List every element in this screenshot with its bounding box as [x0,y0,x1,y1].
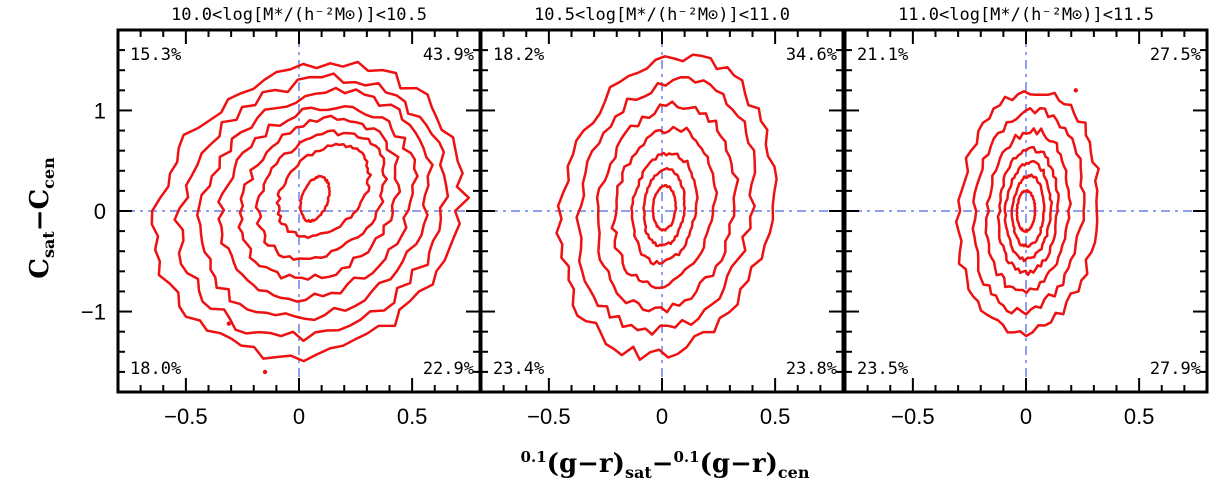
contour-level-3 [984,127,1072,295]
quadrant-fraction-upper-left: 18.2% [493,45,544,65]
contour-level-6 [642,166,687,248]
y-label-a: C [25,258,55,279]
panels-group: −0.5 0 0.5 −1 0 1 10.0<log[M*/(h⁻²M⊙)]<10.5 15.… [81,5,1209,429]
x-tick-label: 0.5 [397,404,428,429]
contour-level-6 [254,129,389,261]
contour-level-6 [1010,173,1046,248]
contour-level-1 [954,90,1100,338]
panel-frame [843,28,1209,394]
x-tick-label: 0.5 [1124,404,1155,429]
panel-frame [479,28,845,394]
contour-level-4 [610,125,719,290]
quadrant-fraction-lower-right: 23.8% [786,359,837,379]
contour-level-2 [971,107,1086,316]
y-tick-label: 0 [94,199,106,224]
contour-level-2 [575,75,757,336]
x-tick-label: 0.5 [760,404,791,429]
quadrant-fraction-upper-left: 21.1% [857,45,908,65]
contour-level-5 [630,151,699,266]
quadrant-fraction-upper-right: 34.6% [786,45,837,65]
contour-level-1 [555,53,778,362]
x-label-pre2: 0.1 [674,448,700,466]
x-tick-label: 0 [656,404,668,429]
y-label-a-sub: sat [39,231,58,258]
panel-title: 10.5<log[M*/(h⁻²M⊙)]<11.0 [534,5,790,25]
quadrant-fraction-upper-left: 15.3% [130,45,181,65]
contour-level-4 [217,105,419,303]
x-tick-label: 0 [293,404,305,429]
x-label-mid: − [652,449,674,479]
panel-1: −0.5 0 0.5 −1 0 1 10.0<log[M*/(h⁻²M⊙)]<10.5 15.… [81,5,482,429]
x-tick-label: 0 [1020,404,1032,429]
x-label-sub: sat [625,463,652,482]
quadrant-fraction-lower-left: 23.4% [493,359,544,379]
y-label-mid: −C [25,189,55,231]
quadrant-fraction-lower-left: 23.5% [857,359,908,379]
x-label-base2: (g−r) [700,449,778,479]
x-tick-label: −0.5 [527,404,570,429]
quadrant-fraction-lower-right: 22.9% [423,359,474,379]
contour-level-2 [173,72,450,343]
y-axis-label: Csat−Ccen [25,157,58,279]
contour-level-7 [651,183,678,232]
x-tick-label: −0.5 [164,404,207,429]
x-label-pre: 0.1 [521,448,547,466]
y-label-b-sub: cen [39,157,58,189]
contour-level-7 [275,142,373,240]
contour-level-7 [1015,188,1037,234]
x-tick-label: −0.5 [891,404,934,429]
x-axis-label: 0.1(g−r)sat−0.1(g−r)cen [521,448,810,482]
panel-title: 10.0<log[M*/(h⁻²M⊙)]<10.5 [171,5,427,25]
contour-level-3 [595,100,740,314]
quadrant-fraction-upper-right: 27.5% [1150,45,1201,65]
quadrant-fraction-lower-left: 18.0% [130,359,181,379]
y-tick-label: −1 [81,300,106,325]
contour-level-5 [237,114,402,281]
panel-3: −0.5 0 0.5 11.0<log[M*/(h⁻²M⊙)]<11.5 21.1% 27… [843,5,1209,429]
contour-speck [226,321,232,326]
contour-speck [1073,88,1078,93]
contour-level-4 [996,146,1060,277]
x-label-sub2: cen [778,463,810,482]
y-tick-label: 1 [94,98,106,123]
quadrant-fraction-lower-right: 27.9% [1150,359,1201,379]
contour-level-1 [150,60,471,363]
contour-speck [262,369,268,375]
panel-title: 11.0<log[M*/(h⁻²M⊙)]<11.5 [898,5,1154,25]
x-label-base: (g−r) [547,449,625,479]
quadrant-fraction-upper-right: 43.9% [423,45,474,65]
contour-level-5 [1003,159,1054,263]
contour-level-8 [299,174,331,224]
panel-2: −0.5 0 0.5 10.5<log[M*/(h⁻²M⊙)]<11.0 18.2% 34… [479,5,845,429]
contour-level-3 [195,86,434,322]
